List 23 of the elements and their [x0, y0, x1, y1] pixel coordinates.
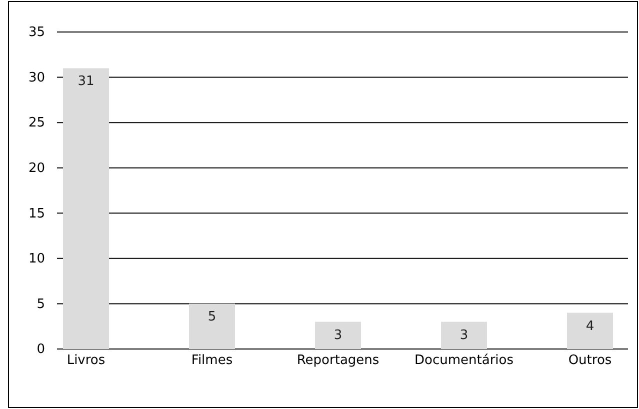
- x-tick-label: Filmes: [191, 353, 233, 368]
- x-tick-label: Livros: [66, 353, 106, 368]
- x-tick-label: Documentários: [414, 353, 514, 368]
- bar: [441, 322, 487, 349]
- x-tick-label: Outros: [568, 353, 612, 368]
- y-tick-label: 0: [36, 342, 45, 358]
- y-tick-label: 25: [28, 116, 45, 131]
- x-tick-label: Reportagens: [296, 353, 380, 368]
- y-tick-label: 20: [28, 161, 45, 176]
- data-label: 4: [586, 318, 594, 334]
- y-tick-label: 35: [28, 25, 45, 40]
- data-label: 5: [208, 310, 216, 325]
- y-tick-label: 15: [28, 206, 45, 222]
- bar: [189, 304, 235, 349]
- data-label: 3: [460, 328, 468, 343]
- data-label: 31: [78, 74, 94, 90]
- y-tick-label: 5: [36, 296, 45, 312]
- y-tick-label: 30: [28, 70, 45, 86]
- bar: [567, 312, 613, 349]
- bar: [315, 322, 361, 349]
- bar: [63, 68, 109, 349]
- data-label: 3: [334, 328, 342, 343]
- y-tick-label: 10: [28, 252, 45, 267]
